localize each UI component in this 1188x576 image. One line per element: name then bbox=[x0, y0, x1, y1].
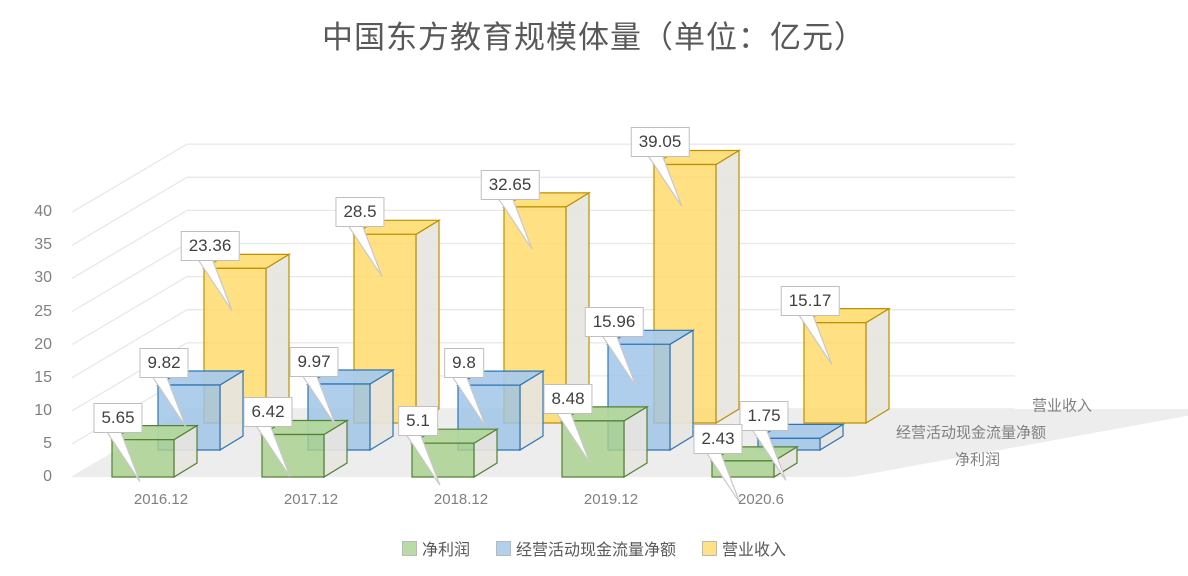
x-axis-tick: 2016.12 bbox=[133, 491, 189, 508]
legend-swatch-icon bbox=[495, 540, 511, 556]
bar-3d[interactable] bbox=[801, 307, 892, 425]
y-axis-tick: 20 bbox=[34, 335, 52, 353]
gridline-side bbox=[71, 309, 188, 379]
bar-3d[interactable] bbox=[201, 253, 292, 425]
bar-side-face bbox=[415, 219, 440, 425]
data-label: 1.75 bbox=[739, 401, 789, 432]
legend-label: 营业收入 bbox=[722, 542, 787, 559]
data-label: 15.96 bbox=[584, 307, 644, 338]
x-axis-tick: 2020.6 bbox=[738, 491, 784, 508]
depth-axis-label: 净利润 bbox=[954, 451, 1000, 469]
data-label: 9.8 bbox=[444, 348, 484, 379]
gridline-side bbox=[71, 143, 188, 213]
y-axis-tick: 25 bbox=[34, 302, 52, 320]
y-axis-tick: 10 bbox=[34, 401, 52, 419]
bar-side-face bbox=[715, 149, 740, 425]
gridline-side bbox=[71, 242, 188, 313]
bar-3d[interactable] bbox=[109, 424, 200, 479]
data-label: 8.48 bbox=[543, 383, 593, 414]
data-label: 15.17 bbox=[780, 285, 840, 316]
legend-item[interactable]: 净利润 bbox=[401, 536, 470, 560]
data-label: 5.1 bbox=[398, 406, 438, 437]
data-label: 5.65 bbox=[93, 402, 143, 433]
bar-side-face bbox=[669, 329, 694, 452]
y-axis-tick: 0 bbox=[43, 468, 52, 485]
bar-3d[interactable] bbox=[651, 149, 742, 425]
y-axis-tick: 15 bbox=[34, 368, 52, 386]
y-axis-tick: 30 bbox=[34, 269, 52, 287]
y-axis-tick: 5 bbox=[43, 434, 52, 452]
depth-axis-label: 营业收入 bbox=[1031, 397, 1092, 415]
gridline-side bbox=[71, 209, 188, 279]
legend-swatch-icon bbox=[702, 540, 717, 556]
legend-swatch-icon bbox=[401, 540, 417, 556]
legend-label: 净利润 bbox=[421, 542, 470, 559]
bar-front-face bbox=[803, 322, 867, 424]
legend-label: 经营活动现金流量净额 bbox=[515, 542, 676, 559]
bar-side-face bbox=[865, 307, 890, 425]
gridline-side bbox=[71, 276, 188, 346]
chart-legend: 净利润 经营活动现金流量净额 营业收入 bbox=[0, 536, 1188, 560]
data-label: 32.65 bbox=[480, 169, 540, 200]
data-label: 9.82 bbox=[139, 347, 189, 378]
y-axis-tick: 40 bbox=[34, 203, 52, 221]
chart-title: 中国东方教育规模体量（单位：亿元） bbox=[322, 20, 866, 55]
bar-3d[interactable] bbox=[559, 405, 650, 479]
data-label: 9.97 bbox=[289, 346, 339, 377]
legend-item[interactable]: 营业收入 bbox=[702, 536, 786, 560]
legend-item[interactable]: 经营活动现金流量净额 bbox=[495, 536, 676, 560]
data-label: 23.36 bbox=[180, 231, 240, 262]
data-label: 2.43 bbox=[693, 423, 743, 454]
gridline-side bbox=[71, 176, 188, 246]
y-axis-tick: 35 bbox=[34, 236, 52, 254]
data-label: 6.42 bbox=[243, 397, 293, 428]
x-axis-tick: 2018.12 bbox=[433, 491, 489, 508]
data-label: 28.5 bbox=[335, 197, 385, 228]
data-label: 39.05 bbox=[630, 127, 690, 158]
x-axis-tick: 2017.12 bbox=[283, 491, 339, 508]
depth-axis-label: 经营活动现金流量净额 bbox=[895, 424, 1046, 442]
x-axis-tick: 2019.12 bbox=[583, 491, 639, 508]
